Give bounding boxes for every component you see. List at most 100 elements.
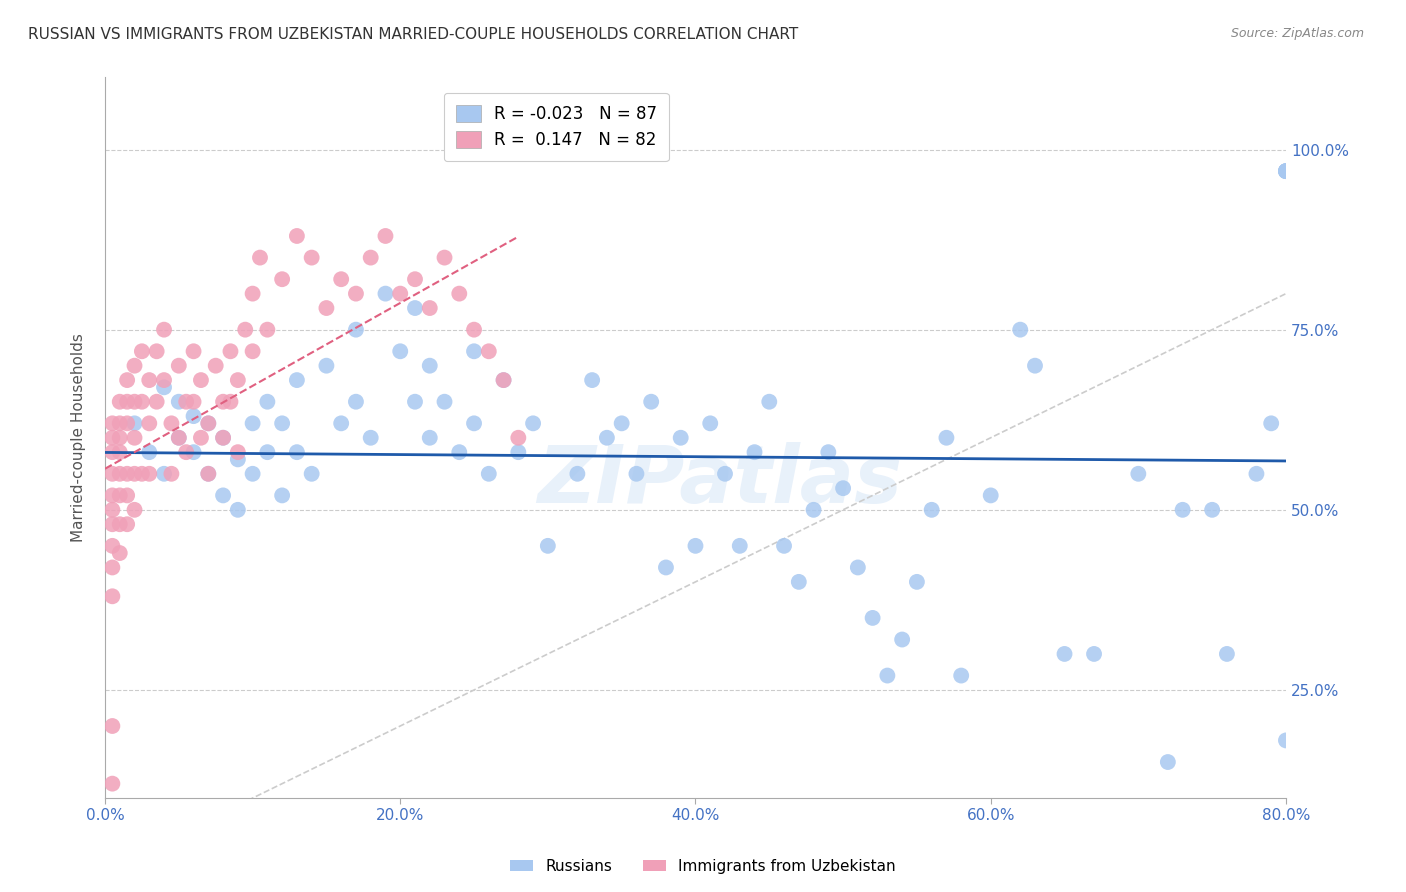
Point — [1053, 647, 1076, 661]
Point — [242, 417, 264, 431]
Point — [449, 445, 471, 459]
Point — [1083, 647, 1105, 661]
Point — [256, 394, 278, 409]
Point — [610, 417, 633, 431]
Point — [108, 431, 131, 445]
Point — [108, 488, 131, 502]
Point — [145, 394, 167, 409]
Point — [389, 286, 412, 301]
Point — [115, 467, 138, 481]
Point — [344, 394, 367, 409]
Point — [581, 373, 603, 387]
Point — [108, 467, 131, 481]
Point — [537, 539, 560, 553]
Point — [419, 431, 441, 445]
Point — [862, 611, 884, 625]
Point — [204, 359, 226, 373]
Point — [153, 380, 176, 394]
Point — [626, 467, 648, 481]
Point — [115, 488, 138, 502]
Point — [315, 301, 337, 315]
Point — [174, 394, 197, 409]
Point — [101, 488, 124, 502]
Point — [242, 286, 264, 301]
Point — [1024, 359, 1046, 373]
Point — [226, 503, 249, 517]
Point — [167, 359, 190, 373]
Point — [803, 503, 825, 517]
Point — [669, 431, 692, 445]
Point — [846, 560, 869, 574]
Point — [301, 467, 323, 481]
Point — [101, 719, 124, 733]
Point — [167, 431, 190, 445]
Point — [360, 251, 382, 265]
Point — [115, 517, 138, 532]
Point — [108, 517, 131, 532]
Point — [655, 560, 678, 574]
Point — [1275, 733, 1298, 747]
Point — [817, 445, 839, 459]
Point — [153, 323, 176, 337]
Point — [153, 467, 176, 481]
Point — [492, 373, 515, 387]
Point — [1246, 467, 1268, 481]
Point — [699, 417, 721, 431]
Y-axis label: Married-couple Households: Married-couple Households — [72, 334, 86, 542]
Point — [463, 344, 485, 359]
Point — [219, 344, 242, 359]
Point — [419, 359, 441, 373]
Point — [124, 417, 146, 431]
Point — [197, 417, 219, 431]
Point — [714, 467, 737, 481]
Point — [832, 481, 855, 495]
Point — [271, 488, 294, 502]
Point — [108, 546, 131, 560]
Point — [101, 417, 124, 431]
Point — [330, 272, 353, 286]
Point — [226, 452, 249, 467]
Point — [1275, 164, 1298, 178]
Point — [145, 344, 167, 359]
Point — [728, 539, 751, 553]
Point — [980, 488, 1002, 502]
Point — [183, 409, 205, 424]
Point — [101, 431, 124, 445]
Point — [124, 467, 146, 481]
Point — [197, 417, 219, 431]
Point — [101, 445, 124, 459]
Point — [138, 467, 160, 481]
Point — [138, 445, 160, 459]
Point — [374, 229, 396, 244]
Point — [108, 394, 131, 409]
Point — [256, 445, 278, 459]
Point — [567, 467, 589, 481]
Point — [344, 286, 367, 301]
Point — [212, 488, 235, 502]
Point — [124, 431, 146, 445]
Point — [389, 344, 412, 359]
Point — [758, 394, 780, 409]
Point — [891, 632, 914, 647]
Point — [101, 517, 124, 532]
Point — [167, 394, 190, 409]
Point — [131, 467, 153, 481]
Point — [124, 394, 146, 409]
Point — [197, 467, 219, 481]
Point — [138, 373, 160, 387]
Point — [197, 467, 219, 481]
Point — [1128, 467, 1150, 481]
Point — [419, 301, 441, 315]
Point — [101, 777, 124, 791]
Point — [787, 574, 810, 589]
Point — [404, 272, 426, 286]
Point — [183, 394, 205, 409]
Point — [1157, 755, 1180, 769]
Point — [1201, 503, 1223, 517]
Point — [1275, 164, 1298, 178]
Point — [124, 359, 146, 373]
Point — [522, 417, 544, 431]
Point — [124, 503, 146, 517]
Point — [226, 373, 249, 387]
Point — [433, 251, 456, 265]
